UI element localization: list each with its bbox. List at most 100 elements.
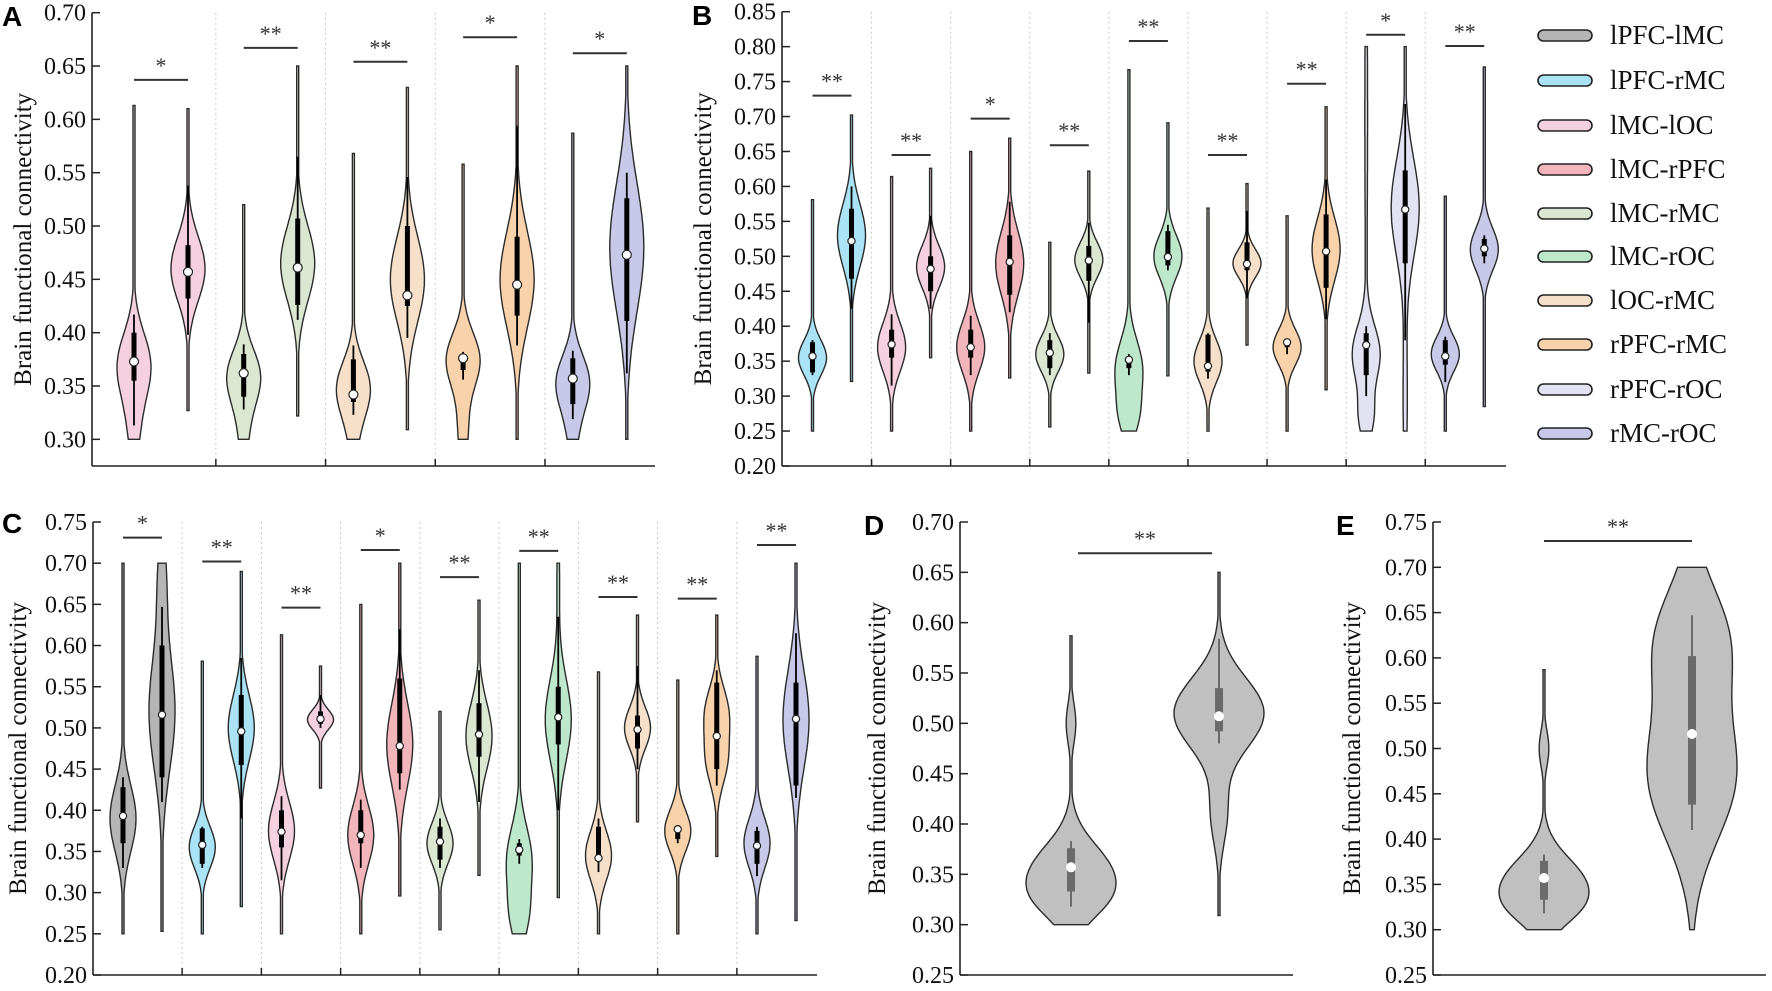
y-tick-label: 0.55 (734, 209, 776, 235)
violin-median-marker (435, 837, 445, 846)
violin-median-marker (395, 741, 404, 751)
significance-label: * (485, 10, 496, 35)
violin-median-marker (198, 840, 207, 850)
violin-iqr-box (1165, 231, 1171, 266)
violin-iqr-box (596, 826, 601, 860)
significance-label: ** (1217, 128, 1239, 153)
violin-iqr-box (1244, 242, 1250, 271)
legend-swatch (1537, 383, 1593, 396)
y-tick-label: 0.25 (45, 922, 87, 948)
legend-label: rMC-rOC (1610, 418, 1717, 448)
y-tick-label: 0.45 (734, 279, 776, 305)
violin-median-marker (237, 727, 246, 736)
legend-item: lMC-rOC (1537, 241, 1715, 271)
significance-label: * (156, 53, 167, 78)
violin-median-marker (277, 827, 286, 836)
violin-iqr-box (397, 678, 403, 774)
panel-e: 0.25 0.30 0.35 0.40 0.45 0.50 0.55 0.60 0.65 0.70… (1336, 510, 1766, 989)
legend-swatch (1537, 294, 1593, 307)
violin-median-marker (1687, 729, 1697, 740)
violin-group: ** (584, 570, 652, 935)
violin-body (1173, 571, 1265, 917)
legend-swatch (1537, 207, 1593, 220)
violin-median-marker (292, 262, 303, 273)
legend-swatch (1537, 74, 1593, 87)
y-tick-label: 0.30 (912, 913, 954, 939)
legend-swatch (1537, 427, 1593, 440)
y-tick-label: 0.70 (44, 1, 86, 27)
y-tick-label: 0.65 (44, 54, 86, 80)
legend: lPFC-lMC lPFC-rMC lMC-lOC lMC-rPFC lMC-rMC lM… (1537, 20, 1727, 448)
violin-group: ** (1114, 14, 1183, 432)
violin-group: ** (1035, 118, 1104, 428)
legend-item: lPFC-rMC (1537, 65, 1726, 95)
significance-label: ** (1454, 19, 1476, 44)
violin-body (347, 603, 375, 935)
y-tick-label: 0.35 (45, 839, 87, 865)
y-tick-label: 0.60 (1385, 646, 1427, 672)
violin-iqr-box (350, 359, 356, 403)
violin-median-marker (1480, 244, 1489, 253)
violin-iqr-box (514, 236, 520, 316)
violin-group: * (445, 10, 535, 440)
violin-iqr-box (1205, 334, 1211, 372)
violin-body (1351, 45, 1381, 432)
y-tick-label: 0.30 (45, 881, 87, 907)
y-tick-label: 0.65 (912, 560, 954, 586)
y-tick-label: 0.45 (912, 762, 954, 788)
legend-label: rPFC-rOC (1610, 374, 1723, 404)
legend-label: lMC-rMC (1610, 198, 1720, 228)
violin-group: * (1351, 8, 1420, 432)
y-tick-label: 0.40 (45, 798, 87, 824)
violin-median-marker (1005, 257, 1014, 267)
violin-median-marker (1441, 352, 1450, 361)
violin-median-marker (752, 841, 762, 850)
violin-median-marker (1242, 259, 1252, 269)
y-tick-label: 0.75 (45, 510, 87, 536)
y-axis-label: Brain functional connectivity (864, 602, 891, 895)
violin-body (1114, 69, 1144, 432)
y-tick-label: 0.85 (734, 0, 776, 26)
violin-median-marker (238, 368, 249, 379)
violin-body (116, 104, 152, 440)
violin-iqr-box (404, 226, 410, 307)
violin-group: * (955, 92, 1025, 432)
y-tick-label: 0.20 (45, 963, 87, 989)
legend-swatch (1537, 163, 1593, 176)
violin-iqr-box (295, 218, 301, 305)
y-tick-label: 0.20 (734, 454, 776, 480)
significance-label: ** (1607, 514, 1629, 539)
significance-label: ** (1296, 57, 1318, 82)
y-axis-label: Brain functional connectivity (1339, 602, 1366, 895)
y-tick-label: 0.40 (1385, 827, 1427, 853)
y-tick-label: 0.30 (44, 427, 86, 453)
y-tick-label: 0.40 (44, 321, 86, 347)
significance-label: ** (900, 128, 922, 153)
violin-group: * (347, 523, 414, 935)
violin-iqr-box (793, 682, 799, 786)
violin-median-marker (348, 389, 359, 400)
violin-group: ** (505, 524, 573, 935)
legend-swatch (1537, 250, 1593, 263)
violin-median-marker (633, 725, 642, 734)
significance-label: ** (260, 21, 282, 46)
legend-label: lMC-rPFC (1610, 154, 1726, 184)
violin-group: ** (226, 21, 316, 440)
y-tick-label: 0.75 (734, 70, 776, 96)
violin-iqr-box (714, 682, 720, 770)
violin-body (1025, 635, 1117, 926)
y-tick-label: 0.45 (1385, 782, 1427, 808)
y-tick-label: 0.60 (734, 174, 776, 200)
violin-median-marker (791, 714, 801, 724)
y-axis-label: Brain functional connectivity (5, 602, 32, 895)
violin-group: ** (188, 535, 256, 935)
violin-body (584, 671, 613, 935)
legend-item: lMC-lOC (1537, 110, 1714, 140)
significance-label: ** (1137, 14, 1159, 39)
y-tick-label: 0.55 (912, 661, 954, 687)
violin-group: ** (1430, 19, 1500, 432)
violin-median-marker (554, 713, 563, 722)
violin-group: ** (664, 572, 731, 935)
violin-median-marker (1045, 348, 1055, 357)
y-tick-label: 0.70 (734, 105, 776, 131)
